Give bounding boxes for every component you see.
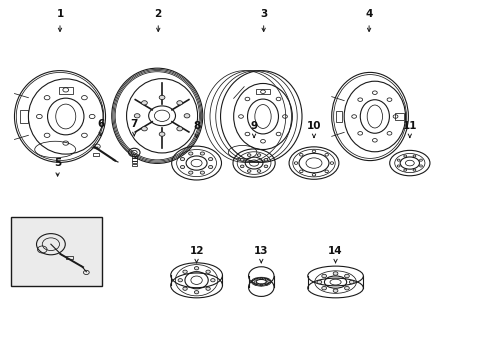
- Circle shape: [247, 170, 250, 172]
- Bar: [20, 110, 27, 123]
- Circle shape: [208, 166, 212, 168]
- Circle shape: [188, 152, 192, 155]
- Circle shape: [205, 287, 210, 290]
- Bar: [93, 153, 99, 156]
- Circle shape: [240, 158, 244, 161]
- Circle shape: [178, 279, 182, 282]
- Circle shape: [200, 171, 204, 174]
- Text: 11: 11: [402, 121, 416, 131]
- Circle shape: [200, 152, 204, 155]
- Bar: [66, 256, 73, 259]
- Circle shape: [240, 165, 244, 168]
- Bar: [132, 164, 137, 166]
- Circle shape: [180, 166, 184, 168]
- Circle shape: [183, 270, 187, 273]
- Circle shape: [348, 280, 353, 284]
- Text: 5: 5: [54, 158, 61, 168]
- Text: 10: 10: [306, 121, 321, 131]
- Circle shape: [142, 127, 147, 131]
- Circle shape: [257, 170, 260, 172]
- Circle shape: [264, 165, 267, 168]
- Circle shape: [332, 272, 337, 275]
- Circle shape: [180, 158, 184, 161]
- Circle shape: [257, 154, 260, 157]
- Text: 3: 3: [260, 9, 267, 19]
- Circle shape: [184, 114, 189, 118]
- Bar: [132, 156, 137, 158]
- Bar: [394, 113, 404, 120]
- Text: 4: 4: [365, 9, 372, 19]
- Text: 8: 8: [193, 121, 200, 131]
- Circle shape: [183, 287, 187, 290]
- Bar: [335, 111, 342, 122]
- Circle shape: [316, 280, 321, 284]
- Circle shape: [247, 154, 250, 157]
- Circle shape: [264, 158, 267, 161]
- Bar: [132, 158, 137, 161]
- Text: 7: 7: [130, 119, 138, 129]
- Circle shape: [344, 274, 348, 278]
- Bar: [59, 87, 73, 94]
- Circle shape: [208, 158, 212, 161]
- Text: 2: 2: [154, 9, 162, 19]
- Circle shape: [205, 270, 210, 273]
- Circle shape: [332, 289, 337, 292]
- Bar: [132, 161, 137, 163]
- Text: 13: 13: [253, 246, 268, 256]
- Circle shape: [321, 287, 326, 290]
- Text: 12: 12: [189, 246, 203, 256]
- Circle shape: [159, 95, 164, 100]
- Circle shape: [194, 291, 198, 294]
- Circle shape: [177, 127, 182, 131]
- Bar: [256, 89, 269, 94]
- Circle shape: [159, 132, 164, 136]
- Text: 14: 14: [327, 246, 342, 256]
- Text: 9: 9: [250, 121, 257, 131]
- Circle shape: [210, 279, 215, 282]
- Circle shape: [188, 171, 192, 174]
- Circle shape: [194, 267, 198, 270]
- Bar: [11, 217, 102, 286]
- Text: 6: 6: [97, 119, 104, 129]
- Circle shape: [134, 114, 140, 118]
- Circle shape: [344, 287, 348, 290]
- Circle shape: [321, 274, 326, 278]
- Circle shape: [177, 101, 182, 105]
- Circle shape: [142, 101, 147, 105]
- Text: 1: 1: [56, 9, 63, 19]
